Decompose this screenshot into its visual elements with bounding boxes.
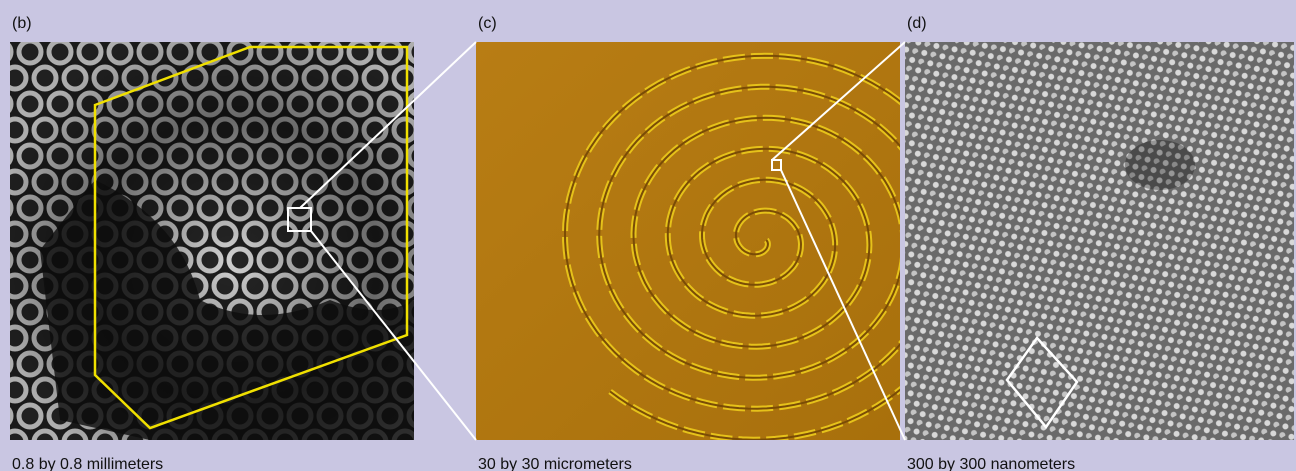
panel-label: (b) <box>12 15 32 32</box>
figure: (b) (c) (d) 0.8 by 0.8 millimeters 30 by… <box>0 0 1296 471</box>
panel-label: (c) <box>478 15 497 32</box>
panel-c-image <box>476 42 972 440</box>
panel-caption: 0.8 by 0.8 millimeters <box>12 456 163 471</box>
panel-caption: 30 by 30 micrometers <box>478 456 632 471</box>
panel-label: (d) <box>907 15 927 32</box>
panel-b-image <box>10 42 414 440</box>
panel-caption: 300 by 300 nanometers <box>907 456 1075 471</box>
panel-d-image <box>905 42 1294 440</box>
page: {"panels": [ {"label": "(b)", "caption":… <box>0 0 1296 471</box>
